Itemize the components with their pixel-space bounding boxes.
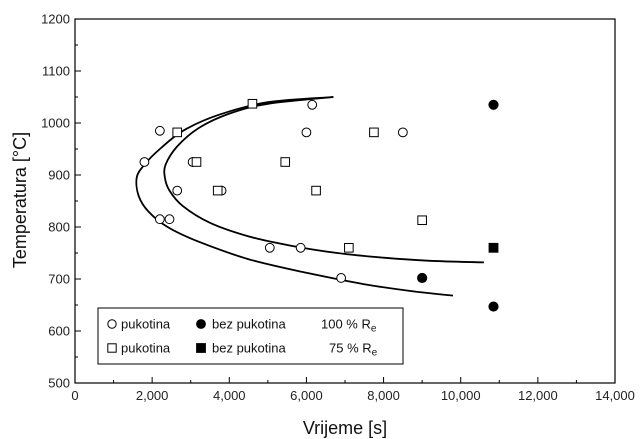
legend-marker-open <box>107 319 117 329</box>
legend-box <box>97 307 404 365</box>
y-tick-label: 700 <box>48 272 70 287</box>
circle-open-point <box>164 214 175 225</box>
legend-marker-filled <box>196 343 206 353</box>
circle-filled-point <box>488 99 499 110</box>
square-open-point <box>172 127 183 138</box>
square-open-point <box>369 127 379 138</box>
circle-open-point <box>154 214 165 225</box>
y-tick-label: 1000 <box>41 116 70 131</box>
legend-marker-filled <box>196 319 206 329</box>
y-axis-title: Temperatura [°C] <box>10 132 30 268</box>
y-tick-label: 800 <box>48 220 70 235</box>
legend-label-filled: bez pukotina <box>212 317 286 332</box>
legend-label-open: pukotina <box>121 317 171 332</box>
x-tick-label: 2,000 <box>136 388 169 403</box>
circle-open-point <box>154 125 165 136</box>
y-tick-label: 1200 <box>41 12 70 27</box>
fit-curve-outer <box>135 96 454 297</box>
legend-label-open: pukotina <box>121 341 171 356</box>
y-tick-label: 900 <box>48 168 70 183</box>
x-tick-label: 14,000 <box>595 388 635 403</box>
y-tick-label: 1100 <box>42 64 70 79</box>
square-open-point <box>191 157 202 167</box>
circle-open-point <box>172 185 183 196</box>
circle-filled-point <box>488 301 499 312</box>
tick-layer: 0 2,000 4,000 6,000 8,000 10,000 12,000 14,000 5… <box>41 12 635 404</box>
circle-open-point <box>264 242 275 253</box>
circle-open-point <box>301 127 312 138</box>
y-tick-label: 500 <box>48 376 70 391</box>
square-open-point <box>417 215 427 226</box>
circle-open-point <box>307 99 318 110</box>
legend-label-level: 100 % Re <box>321 317 377 335</box>
square-filled-point <box>488 242 499 253</box>
x-tick-label: 0 <box>71 388 78 403</box>
x-tick-label: 4,000 <box>213 388 246 403</box>
square-open-point <box>344 243 354 253</box>
y-tick-label: 600 <box>48 324 70 339</box>
square-open-point <box>280 157 291 167</box>
legend-marker-open <box>107 343 117 353</box>
legend-level-subscript: e <box>371 324 377 335</box>
fit-curve-inner <box>163 96 484 264</box>
legend-level-value: 75 % R <box>329 341 372 356</box>
circle-open-point <box>397 127 408 138</box>
x-tick-label: 8,000 <box>367 388 400 403</box>
x-tick-label: 10,000 <box>441 388 481 403</box>
x-tick-label: 6,000 <box>290 388 323 403</box>
circle-open-point <box>336 273 347 283</box>
circle-filled-point <box>417 272 428 284</box>
x-axis-title: Vrijeme [s] <box>303 418 387 438</box>
square-open-point <box>247 98 258 109</box>
legend-level-value: 100 % R <box>321 317 371 332</box>
legend-label-filled: bez pukotina <box>212 341 286 356</box>
square-open-point <box>212 185 223 196</box>
fit-curve-layer <box>135 96 484 297</box>
data-point-layer <box>139 98 499 312</box>
x-tick-label: 12,000 <box>518 388 558 403</box>
square-open-point <box>311 185 321 196</box>
circle-open-point <box>295 242 306 253</box>
legend-level-subscript: e <box>372 348 378 359</box>
circle-open-point <box>139 157 150 167</box>
legend-label-level: 75 % Re <box>329 341 378 359</box>
